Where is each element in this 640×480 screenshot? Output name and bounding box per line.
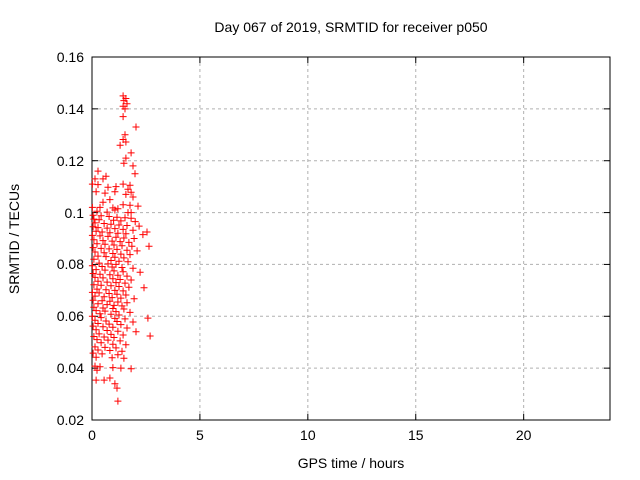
- y-tick-label: 0.04: [56, 360, 84, 377]
- y-tick-label: 0.1: [64, 204, 84, 221]
- y-tick-label: 0.14: [56, 100, 84, 117]
- y-tick-label: 0.08: [56, 256, 84, 273]
- x-tick-label: 20: [515, 427, 532, 443]
- y-tick-label: 0.12: [56, 152, 84, 169]
- y-tick-label: 0.16: [56, 49, 84, 65]
- data-points: [88, 92, 154, 405]
- x-tick-label: 0: [88, 427, 96, 443]
- x-axis-label: GPS time / hours: [297, 455, 405, 471]
- x-tick-label: 10: [300, 427, 316, 443]
- plot-border: [91, 56, 611, 421]
- chart-title: Day 067 of 2019, SRMTID for receiver p05…: [214, 19, 488, 35]
- x-tick-label: 5: [196, 427, 204, 443]
- y-tick-label: 0.02: [56, 412, 84, 428]
- x-tick-label: 15: [407, 427, 424, 443]
- y-tick-label: 0.06: [56, 308, 84, 325]
